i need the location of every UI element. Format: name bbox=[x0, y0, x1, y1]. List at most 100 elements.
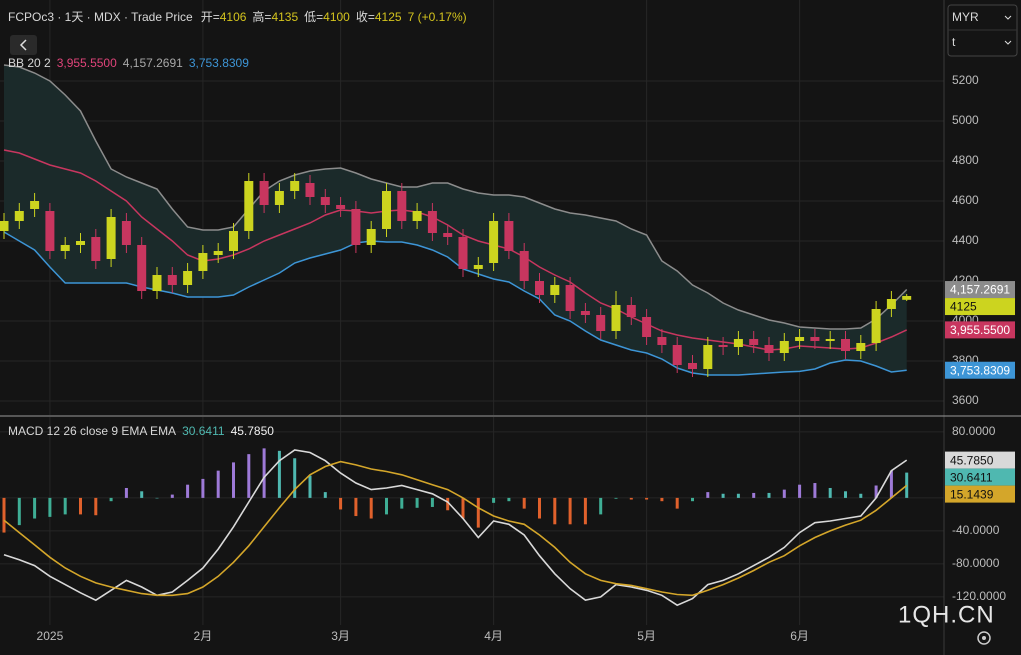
x-tick-label: 5月 bbox=[637, 629, 656, 643]
bb-name: BB 20 2 bbox=[8, 56, 51, 70]
histogram-bar bbox=[217, 471, 220, 498]
candle-body bbox=[489, 221, 498, 263]
macd-line bbox=[4, 462, 907, 596]
histogram-bar bbox=[507, 498, 510, 501]
close-value: 4125 bbox=[375, 10, 402, 24]
histogram-bar bbox=[400, 498, 403, 509]
bb-legend: BB 20 23,955.55004,157.26913,753.8309 bbox=[8, 56, 249, 70]
candle-body bbox=[306, 183, 315, 197]
symbol: FCPOc3 · 1天 · MDX · Trade Price bbox=[8, 10, 193, 24]
histogram-bar bbox=[278, 451, 281, 498]
candle-body bbox=[520, 251, 529, 281]
histogram-bar bbox=[309, 476, 312, 498]
histogram-bar bbox=[599, 498, 602, 515]
histogram-bar bbox=[431, 498, 434, 507]
histogram-bar bbox=[263, 448, 266, 498]
change: 7 (+0.17%) bbox=[408, 10, 467, 24]
candle-body bbox=[459, 237, 468, 269]
candle-body bbox=[122, 221, 131, 245]
histogram-bar bbox=[477, 498, 480, 528]
x-tick-label: 6月 bbox=[790, 629, 809, 643]
macd-name: MACD 12 26 close 9 EMA EMA bbox=[8, 424, 176, 438]
histogram-bar bbox=[94, 498, 97, 515]
y-tick-label: -120.0000 bbox=[952, 589, 1006, 603]
histogram-bar bbox=[722, 494, 725, 498]
x-tick-label: 3月 bbox=[331, 629, 350, 643]
histogram-bar bbox=[844, 491, 847, 498]
histogram-bar bbox=[110, 498, 113, 501]
bb-lower-value: 3,753.8309 bbox=[189, 56, 249, 70]
histogram-bar bbox=[48, 498, 51, 517]
candle-body bbox=[550, 285, 559, 295]
candle-body bbox=[765, 345, 774, 353]
histogram-bar bbox=[201, 479, 204, 498]
candle-body bbox=[45, 211, 54, 251]
high-value: 4135 bbox=[271, 10, 298, 24]
histogram-bar bbox=[553, 498, 556, 524]
watermark: 1QH.CN bbox=[898, 601, 995, 628]
candle-body bbox=[780, 341, 789, 353]
histogram-bar bbox=[462, 498, 465, 519]
histogram-bar bbox=[156, 498, 159, 499]
candle-body bbox=[61, 245, 70, 251]
candle-body bbox=[826, 339, 835, 341]
histogram-bar bbox=[3, 498, 6, 533]
x-tick-label: 2月 bbox=[194, 629, 213, 643]
candle-body bbox=[183, 271, 192, 285]
candle-body bbox=[397, 191, 406, 221]
price-tag-label: 15.1439 bbox=[950, 487, 994, 501]
candle-body bbox=[214, 251, 223, 255]
macd-line bbox=[4, 450, 907, 605]
histogram-bar bbox=[492, 498, 495, 503]
candle-body bbox=[244, 181, 253, 231]
candle-body bbox=[673, 345, 682, 365]
histogram-bar bbox=[783, 490, 786, 498]
candle-body bbox=[887, 299, 896, 309]
x-tick-label: 2025 bbox=[37, 629, 64, 643]
candle-body bbox=[810, 337, 819, 341]
histogram-bar bbox=[18, 498, 21, 525]
histogram-bar bbox=[385, 498, 388, 515]
currency[interactable]: MYR bbox=[952, 10, 979, 24]
candle-body bbox=[688, 363, 697, 369]
histogram-bar bbox=[645, 498, 648, 500]
histogram-bar bbox=[64, 498, 67, 515]
candle-body bbox=[841, 339, 850, 351]
unit-selector[interactable]: MYR t bbox=[948, 5, 1017, 56]
candle-body bbox=[260, 181, 269, 205]
high-label: 高= bbox=[252, 9, 271, 24]
y-tick-label: 5000 bbox=[952, 113, 979, 127]
x-tick-label: 4月 bbox=[484, 629, 503, 643]
candle-body bbox=[413, 211, 422, 221]
settings-button[interactable] bbox=[978, 632, 990, 644]
histogram-bar bbox=[676, 498, 679, 509]
candle-body bbox=[872, 309, 881, 343]
histogram-bar bbox=[859, 494, 862, 498]
candle-body bbox=[367, 229, 376, 245]
candle-body bbox=[581, 311, 590, 315]
histogram-bar bbox=[890, 471, 893, 498]
candle-body bbox=[719, 345, 728, 347]
candle-body bbox=[657, 337, 666, 345]
candle-body bbox=[107, 217, 116, 259]
price-tag-label: 3,753.8309 bbox=[950, 363, 1010, 377]
candle-body bbox=[734, 339, 743, 347]
histogram-bar bbox=[416, 498, 419, 508]
histogram-bar bbox=[125, 488, 128, 498]
back-button[interactable] bbox=[10, 35, 37, 55]
histogram-bar bbox=[354, 498, 357, 516]
candle-body bbox=[703, 345, 712, 369]
candle-body bbox=[15, 211, 24, 221]
candle-body bbox=[290, 181, 299, 191]
histogram-bar bbox=[829, 488, 832, 498]
band-fill bbox=[4, 65, 907, 375]
plot bbox=[0, 0, 944, 625]
candle-body bbox=[902, 296, 911, 300]
histogram-bar bbox=[798, 485, 801, 498]
histogram-bar bbox=[140, 491, 143, 498]
y-tick-label: 4400 bbox=[952, 233, 979, 247]
y-tick-label: -40.0000 bbox=[952, 523, 1000, 537]
low-label: 低= bbox=[304, 10, 323, 24]
candle-body bbox=[382, 191, 391, 229]
